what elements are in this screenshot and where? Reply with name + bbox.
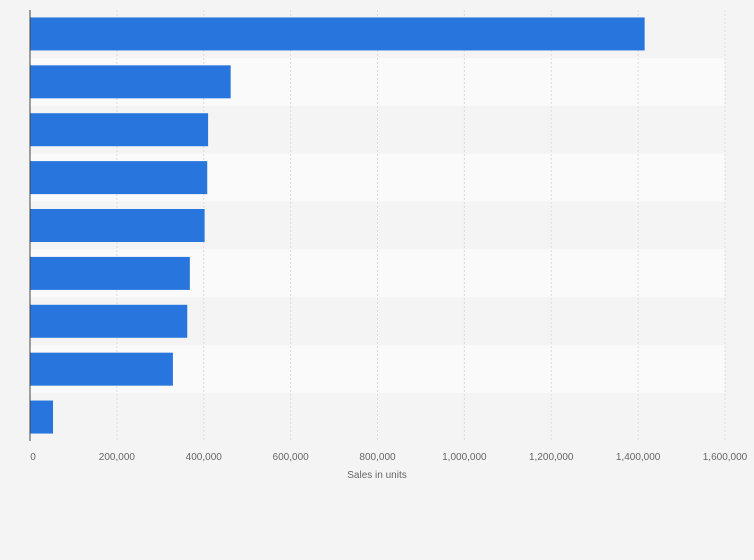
bars [30,17,645,434]
x-tick-label: 1,200,000 [529,452,574,463]
row-band [30,393,725,441]
x-tick-label: 1,400,000 [616,452,661,463]
bar[interactable] [30,65,231,99]
x-tick-label: 1,000,000 [442,452,487,463]
x-tick-label: 600,000 [273,452,310,463]
bar[interactable] [30,161,208,195]
bar[interactable] [30,209,205,242]
x-tick-label: 1,600,000 [703,452,748,463]
x-tick-label: 400,000 [186,452,223,463]
bar[interactable] [30,17,645,51]
x-tick-label: 200,000 [99,452,136,463]
x-tick-label: 800,000 [359,452,396,463]
bar[interactable] [30,113,209,147]
x-axis-ticks: 0 200,000 400,000 600,000 800,000 1,000,000 1,… [30,452,747,463]
bar[interactable] [30,352,173,386]
bar[interactable] [30,256,190,290]
x-tick-label: 0 [30,452,36,463]
x-axis-title: Sales in units [347,470,406,481]
bar[interactable] [30,304,188,338]
bar[interactable] [30,400,54,434]
